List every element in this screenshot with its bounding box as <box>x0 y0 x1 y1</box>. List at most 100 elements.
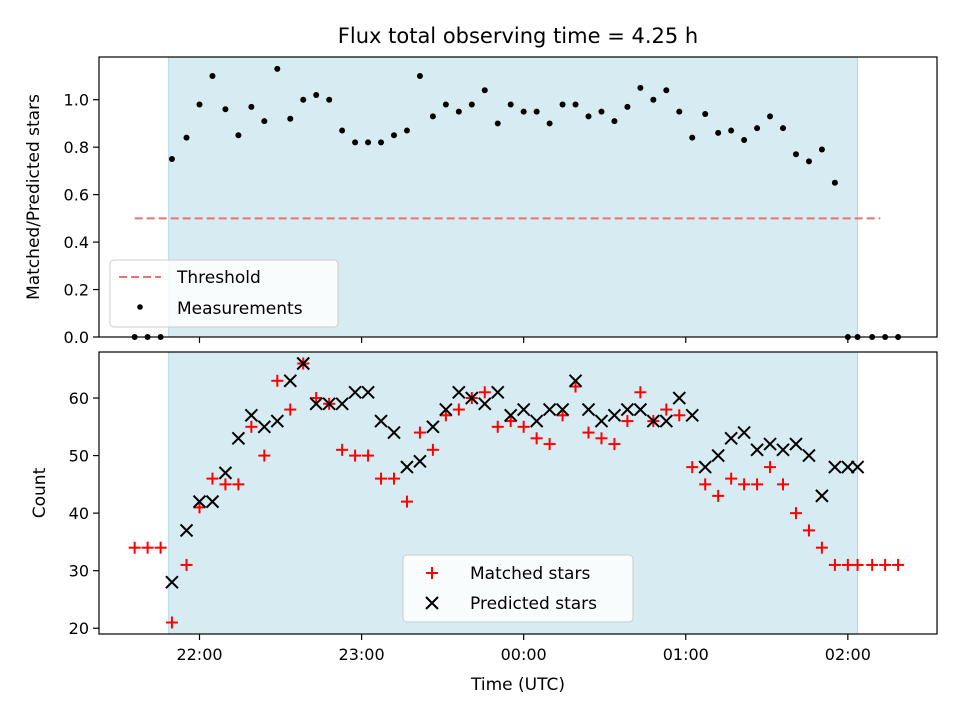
y-tick-label: 0.6 <box>64 186 89 205</box>
predicted-star-point <box>750 443 764 457</box>
legend-matched-label: Matched stars <box>470 564 590 584</box>
predicted-star-point <box>698 460 712 474</box>
measurement-point <box>365 139 372 146</box>
y-tick-label: 1.0 <box>64 91 89 110</box>
matched-star-point <box>892 558 905 571</box>
top-panel-axes: 0.0 0.2 0.4 0.6 0.8 1.0 <box>64 91 849 347</box>
legend-measurements-label: Measurements <box>177 299 303 319</box>
legend-matched-swatch <box>426 567 438 579</box>
x-tick-label: 00:00 <box>501 645 547 664</box>
measurement-point <box>429 113 436 120</box>
matched-star-point <box>815 541 828 554</box>
matched-star-point <box>802 524 815 537</box>
measurement-point <box>831 179 838 186</box>
measurement-point <box>559 101 566 108</box>
x-axis-label: Time (UTC) <box>470 675 565 695</box>
measurement-point <box>533 108 540 115</box>
bottom-legend-box <box>402 554 634 623</box>
matched-star-point <box>686 461 699 474</box>
predicted-star-point <box>802 448 816 463</box>
predicted-star-point <box>646 414 661 428</box>
predicted-star-point <box>724 431 738 446</box>
measurement-point <box>222 106 229 113</box>
predicted-star-point <box>581 402 596 417</box>
matched-star-point <box>232 478 245 491</box>
predicted-star-point <box>231 431 246 446</box>
top-panel-marks <box>131 65 902 340</box>
measurement-point <box>183 134 190 141</box>
predicted-star-point <box>374 414 388 428</box>
predicted-star-point <box>841 460 855 474</box>
y-tick-label: 40 <box>69 504 89 523</box>
matched-star-point <box>712 489 725 502</box>
matched-star-point <box>504 415 517 428</box>
matched-star-point <box>556 409 569 422</box>
measurement-point <box>546 120 553 127</box>
matched-star-point <box>608 438 621 451</box>
y-tick-label: 50 <box>69 447 89 466</box>
matched-star-point <box>349 449 362 462</box>
measurement-point <box>572 101 579 108</box>
matched-star-point <box>128 541 141 554</box>
predicted-star-point <box>179 523 194 538</box>
matched-star-point <box>258 449 271 462</box>
matched-star-point <box>738 478 751 491</box>
matched-star-point <box>336 443 349 456</box>
predicted-star-point <box>218 466 233 480</box>
matched-star-point <box>206 472 219 485</box>
matched-star-point <box>219 478 232 491</box>
predicted-star-point <box>400 460 414 474</box>
matched-star-point <box>271 374 284 387</box>
measurement-point <box>209 72 216 79</box>
matched-star-point <box>828 558 841 571</box>
bottom-panel-frame <box>98 351 938 635</box>
measurement-point <box>728 127 735 134</box>
matched-star-point <box>851 558 864 571</box>
measurement-point <box>507 101 514 108</box>
measurement-point <box>442 101 449 108</box>
measurement-point <box>168 156 175 163</box>
chart-title: Flux total observing time = 4.25 h <box>338 24 698 48</box>
measurement-point <box>481 87 488 94</box>
matched-star-point <box>725 472 738 485</box>
measurement-point <box>637 84 644 91</box>
predicted-star-point <box>348 385 362 399</box>
bottom-y-axis-label: Count <box>30 467 50 518</box>
measurement-point <box>261 118 268 125</box>
predicted-star-point <box>387 425 401 440</box>
measurement-point <box>196 101 203 108</box>
measurement-point <box>676 108 683 115</box>
measurement-point <box>663 87 670 94</box>
measurement-point <box>598 108 605 115</box>
predicted-star-point <box>257 420 272 434</box>
measurement-point <box>352 139 359 146</box>
measurement-point <box>455 108 462 115</box>
measurement-point <box>792 151 799 158</box>
matched-star-point <box>582 426 595 439</box>
predicted-star-point <box>620 402 635 417</box>
legend-threshold-label: Threshold <box>176 268 261 288</box>
matched-star-point <box>452 403 465 416</box>
predicted-star-point <box>426 420 440 434</box>
predicted-star-point <box>672 391 686 405</box>
matched-star-point <box>543 438 556 451</box>
predicted-star-point <box>244 408 259 423</box>
predicted-star-point <box>296 356 310 371</box>
measurement-point <box>741 137 748 144</box>
matched-star-point <box>310 392 323 405</box>
matched-star-point <box>699 478 712 491</box>
measurement-point <box>585 113 592 120</box>
measurement-point <box>326 96 333 103</box>
measurement-point <box>715 129 722 136</box>
matched-star-point <box>595 432 608 445</box>
matched-star-point <box>777 478 790 491</box>
predicted-star-point <box>165 575 179 589</box>
predicted-star-point <box>711 448 725 463</box>
matched-star-point <box>362 449 375 462</box>
matched-star-point <box>141 541 154 554</box>
predicted-star-point <box>633 402 648 417</box>
measurement-point <box>403 127 410 134</box>
measurement-point <box>754 125 761 132</box>
y-tick-label: 20 <box>69 619 89 638</box>
